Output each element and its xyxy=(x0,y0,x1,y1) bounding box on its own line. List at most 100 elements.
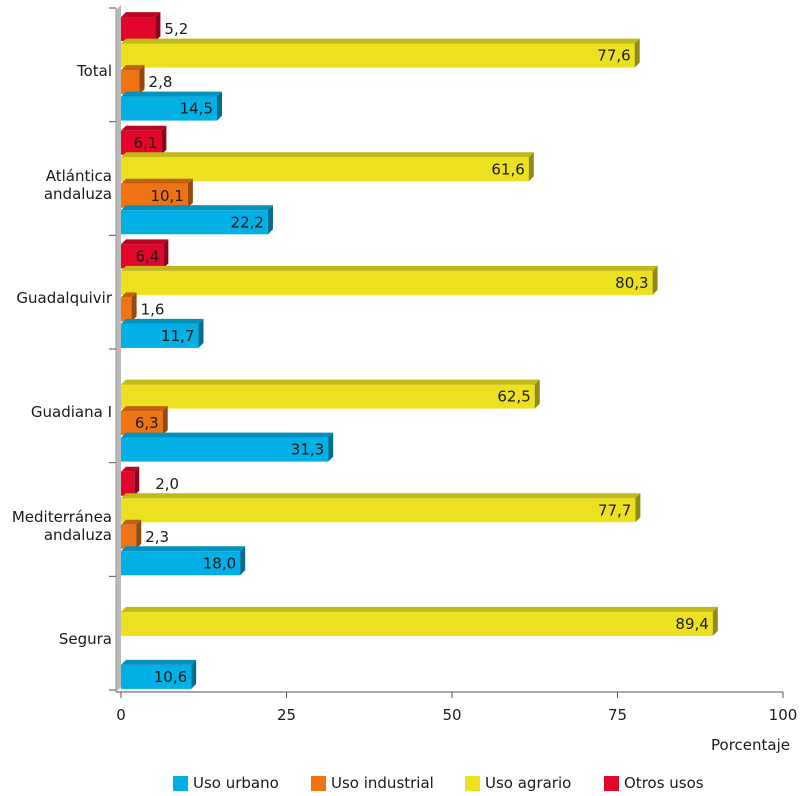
bar-top-uso-urbano xyxy=(121,205,273,211)
data-label-otros-usos: 2,0 xyxy=(155,475,179,493)
bar-side-uso-agrario xyxy=(634,38,640,68)
bar-side-uso-agrario xyxy=(534,379,540,409)
bar-uso-agrario xyxy=(121,43,635,68)
legend-label-uso-industrial: Uso industrial xyxy=(331,774,434,792)
x-tick-label: 25 xyxy=(277,706,296,724)
legend-label-uso-agrario: Uso agrario xyxy=(485,774,572,792)
data-label-otros-usos: 6,4 xyxy=(136,247,160,265)
bar-uso-urbano xyxy=(121,437,329,462)
legend-item-uso-agrario[interactable]: Uso agrario xyxy=(465,774,571,792)
bar-side-otros-usos xyxy=(134,466,140,496)
data-label-uso-urbano: 22,2 xyxy=(231,213,264,231)
data-label-uso-agrario: 77,6 xyxy=(597,47,630,65)
category-label: Mediterránea andaluza xyxy=(11,507,112,544)
data-label-uso-agrario: 61,6 xyxy=(491,160,524,178)
data-label-uso-agrario: 89,4 xyxy=(675,615,708,633)
category-label: Atlántica andaluza xyxy=(43,166,112,203)
bar-side-uso-agrario xyxy=(652,265,658,295)
data-label-uso-agrario: 77,7 xyxy=(598,501,631,519)
bar-side-uso-agrario xyxy=(712,606,718,636)
bar-uso-urbano xyxy=(121,210,268,235)
bar-side-uso-urbano xyxy=(198,318,204,348)
data-label-uso-urbano: 14,5 xyxy=(180,100,213,118)
bar-top-uso-industrial xyxy=(121,65,145,71)
bar-uso-urbano xyxy=(121,96,217,121)
bar-side-uso-industrial xyxy=(139,65,145,95)
data-label-uso-urbano: 10,6 xyxy=(154,668,187,686)
bar-otros-usos xyxy=(121,244,164,269)
bar-top-uso-agrario xyxy=(121,606,718,612)
bar-side-uso-industrial xyxy=(131,292,137,322)
bar-side-uso-industrial xyxy=(136,519,142,549)
data-label-uso-agrario: 62,5 xyxy=(497,388,530,406)
legend-swatch-uso-industrial xyxy=(311,775,326,791)
bar-top-uso-urbano xyxy=(121,91,222,97)
bar-top-uso-agrario xyxy=(121,379,540,385)
data-label-uso-industrial: 2,3 xyxy=(145,528,169,546)
bar-otros-usos xyxy=(121,17,156,42)
data-label-uso-industrial: 2,8 xyxy=(149,73,173,91)
x-tick-label: 75 xyxy=(608,706,627,724)
legend-label-otros-usos: Otros usos xyxy=(624,774,704,792)
x-axis-label: Porcentaje xyxy=(711,736,790,754)
bar-side-uso-urbano xyxy=(191,659,197,689)
bar-top-uso-urbano xyxy=(121,546,246,552)
bar-side-otros-usos xyxy=(163,239,169,269)
bar-side-uso-urbano xyxy=(240,546,246,576)
x-tick-label: 100 xyxy=(769,706,798,724)
bar-side-uso-urbano xyxy=(216,91,222,121)
legend-swatch-otros-usos xyxy=(604,775,619,791)
bar-uso-agrario xyxy=(121,384,535,409)
data-label-otros-usos: 5,2 xyxy=(164,20,188,38)
data-label-uso-industrial: 6,3 xyxy=(135,414,159,432)
bar-top-otros-usos xyxy=(121,125,167,131)
bar-top-uso-urbano xyxy=(121,318,204,324)
legend-item-uso-urbano[interactable]: Uso urbano xyxy=(173,774,279,792)
category-label: Segura xyxy=(58,630,112,649)
bar-side-uso-agrario xyxy=(528,152,534,182)
category-label: Guadalquivir xyxy=(16,289,112,308)
bar-top-uso-agrario xyxy=(121,493,641,499)
bar-top-uso-industrial xyxy=(121,406,168,412)
legend-swatch-uso-agrario xyxy=(465,775,480,791)
data-label-uso-industrial: 10,1 xyxy=(150,187,183,205)
bar-side-otros-usos xyxy=(155,12,161,42)
bar-uso-agrario xyxy=(121,157,529,182)
bar-uso-agrario xyxy=(121,611,713,636)
bar-otros-usos xyxy=(121,471,135,496)
bar-uso-urbano xyxy=(121,551,241,576)
bar-top-uso-agrario xyxy=(121,265,658,271)
bar-uso-industrial xyxy=(121,524,137,549)
bar-uso-industrial xyxy=(121,411,163,436)
bar-top-uso-urbano xyxy=(121,432,334,438)
data-label-uso-urbano: 11,7 xyxy=(161,327,194,345)
legend-item-otros-usos[interactable]: Otros usos xyxy=(604,774,704,792)
bar-top-otros-usos xyxy=(121,239,169,245)
bar-uso-agrario xyxy=(121,498,636,523)
legend-label-uso-urbano: Uso urbano xyxy=(193,774,279,792)
bar-side-uso-urbano xyxy=(267,205,273,235)
legend-swatch-uso-urbano xyxy=(173,775,188,791)
legend: Uso urbano Uso industrial Uso agrario Ot… xyxy=(0,774,800,796)
bar-top-uso-agrario xyxy=(121,152,534,158)
data-label-otros-usos: 6,1 xyxy=(134,134,158,152)
data-label-uso-agrario: 80,3 xyxy=(615,274,648,292)
bar-uso-agrario xyxy=(121,270,653,295)
bar-otros-usos xyxy=(121,130,162,155)
data-label-uso-urbano: 18,0 xyxy=(203,554,236,572)
data-label-uso-industrial: 1,6 xyxy=(141,300,165,318)
x-tick-label: 0 xyxy=(116,706,126,724)
bar-side-uso-industrial xyxy=(162,406,168,436)
bar-top-uso-industrial xyxy=(121,519,142,525)
category-label: Guadiana I xyxy=(30,402,112,421)
bar-side-uso-urbano xyxy=(328,432,334,462)
bar-side-uso-industrial xyxy=(187,178,193,208)
bar-top-uso-urbano xyxy=(121,659,197,665)
bar-top-otros-usos xyxy=(121,12,161,18)
bar-uso-industrial xyxy=(121,70,140,95)
bar-uso-industrial xyxy=(121,297,132,322)
legend-item-uso-industrial[interactable]: Uso industrial xyxy=(311,774,434,792)
bar-top-otros-usos xyxy=(121,466,140,472)
bar-top-uso-industrial xyxy=(121,178,193,184)
axis-wall xyxy=(116,5,121,692)
